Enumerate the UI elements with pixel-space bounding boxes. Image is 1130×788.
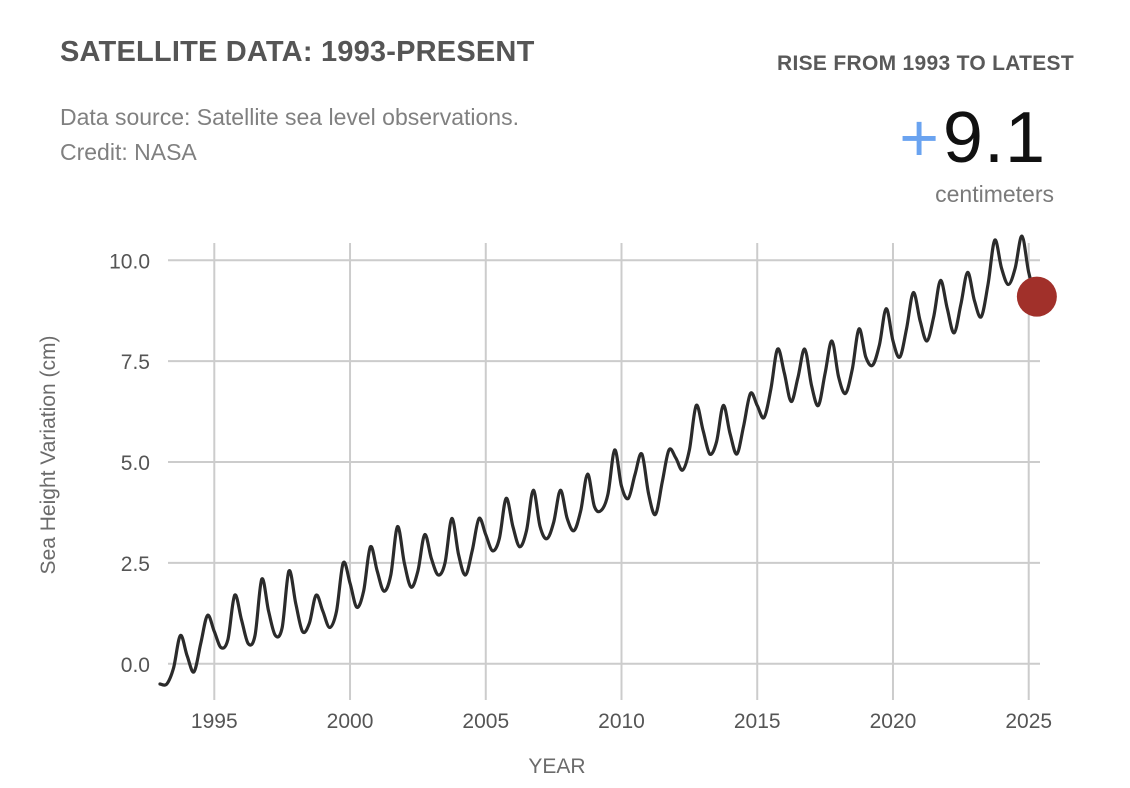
y-gridlines xyxy=(168,259,1040,665)
x-tick-label: 2010 xyxy=(598,710,645,733)
plus-icon: + xyxy=(899,100,939,176)
x-tick-labels: 1995 2000 2005 2010 2015 2020 2025 xyxy=(191,710,1052,733)
rise-label: RISE FROM 1993 TO LATEST xyxy=(777,52,1074,75)
series-line xyxy=(158,234,1038,687)
rise-value: 9.1 xyxy=(942,98,1046,178)
rise-value-box: + 9.1 xyxy=(899,98,1046,178)
y-tick-label: 2.5 xyxy=(121,553,150,576)
data-source: Data source: Satellite sea level observa… xyxy=(60,100,519,170)
x-tick-label: 2005 xyxy=(462,710,509,733)
x-axis-label: YEAR xyxy=(528,755,585,778)
x-tick-label: 1995 xyxy=(191,710,238,733)
y-tick-label: 5.0 xyxy=(121,452,150,475)
y-tick-label: 10.0 xyxy=(109,250,150,273)
x-tick-label: 2015 xyxy=(734,710,781,733)
x-tick-label: 2000 xyxy=(327,710,374,733)
x-gridlines xyxy=(213,243,1030,700)
y-tick-labels: 0.0 2.5 5.0 7.5 10.0 xyxy=(109,250,150,677)
credit-line: Credit: NASA xyxy=(60,139,197,165)
source-line: Data source: Satellite sea level observa… xyxy=(60,104,519,130)
chart-title: SATELLITE DATA: 1993-PRESENT xyxy=(60,36,535,68)
x-tick-label: 2025 xyxy=(1005,710,1052,733)
y-tick-label: 0.0 xyxy=(121,654,150,677)
x-tick-label: 2020 xyxy=(870,710,917,733)
rise-unit: centimeters xyxy=(935,181,1054,207)
latest-value-marker[interactable] xyxy=(1016,276,1057,317)
y-tick-label: 7.5 xyxy=(121,351,150,374)
y-axis-label: Sea Height Variation (cm) xyxy=(37,336,60,575)
